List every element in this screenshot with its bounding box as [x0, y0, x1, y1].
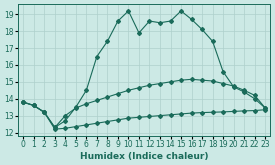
- X-axis label: Humidex (Indice chaleur): Humidex (Indice chaleur): [80, 152, 208, 161]
